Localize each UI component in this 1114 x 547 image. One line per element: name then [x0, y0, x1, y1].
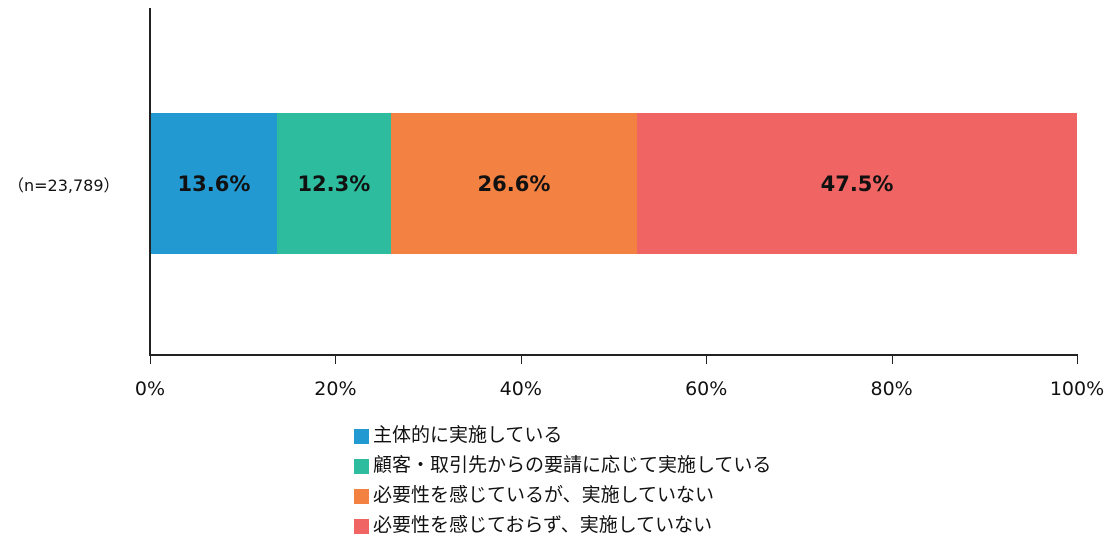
x-tick: [150, 356, 151, 364]
legend-item: 必要性を感じているが、実施していない: [354, 478, 771, 508]
x-tick: [891, 356, 893, 364]
legend-label: 必要性を感じておらず、実施していない: [373, 513, 713, 536]
legend-label: 必要性を感じているが、実施していない: [373, 483, 715, 506]
data-label: 26.6%: [477, 171, 551, 196]
x-tick-label: 20%: [314, 378, 357, 400]
legend: 主体的に実施している顧客・取引先からの要請に応じて実施している 必要性を感じている…: [354, 418, 771, 538]
bar-segment: 13.6%: [151, 113, 277, 254]
bar-segment: 47.5%: [637, 113, 1077, 254]
legend-swatch-icon: [354, 518, 369, 534]
legend-item: 主体的に実施している: [354, 418, 771, 448]
bar-segment: 12.3%: [276, 113, 391, 254]
x-tick: [335, 356, 337, 364]
legend-swatch-icon: [354, 428, 369, 444]
legend-item: 必要性を感じておらず、実施していない: [354, 508, 771, 538]
x-tick-label: 40%: [499, 378, 542, 400]
data-label: 47.5%: [820, 171, 894, 196]
legend-label: 顧客・取引先からの要請に応じて実施している: [373, 453, 772, 476]
legend-swatch-icon: [354, 488, 369, 504]
legend-swatch-icon: [354, 458, 369, 474]
category-label: （n=23,789）: [8, 176, 120, 195]
x-tick-label: 80%: [870, 378, 913, 400]
x-tick: [1077, 356, 1078, 364]
stacked-bar: 13.6% 12.3% 26.6% 47.5%: [151, 113, 1077, 254]
x-tick-label: 0%: [134, 378, 166, 400]
data-label: 12.3%: [297, 171, 371, 196]
bar-segment: 26.6%: [390, 113, 638, 254]
x-tick: [706, 356, 708, 364]
y-axis: [149, 8, 151, 356]
x-tick-label: 100%: [1049, 378, 1105, 400]
x-tick-label: 60%: [685, 378, 728, 400]
legend-item: 顧客・取引先からの要請に応じて実施している: [354, 448, 771, 478]
data-label: 13.6%: [177, 171, 251, 196]
legend-label: 主体的に実施している: [373, 423, 563, 446]
x-axis: [149, 354, 1078, 356]
x-tick: [520, 356, 522, 364]
